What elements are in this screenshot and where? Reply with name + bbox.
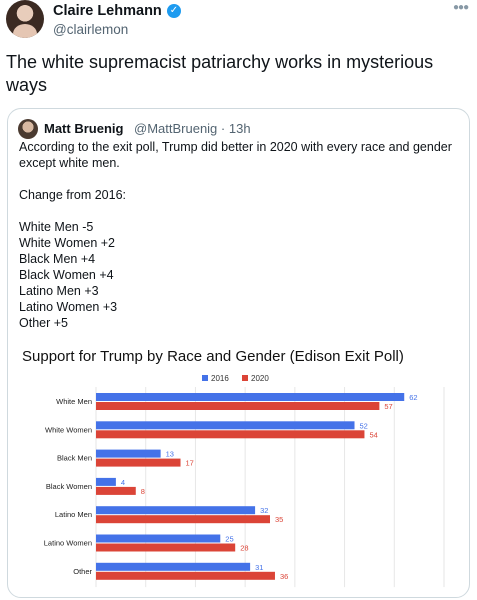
quoted-text-line: Other +5 [19,316,68,330]
data-label: 25 [225,535,233,544]
author-name[interactable]: Claire Lehmann [53,3,162,19]
blank-line [19,203,459,219]
data-label: 4 [121,478,125,487]
bar-2016 [96,477,116,486]
meta-separator: · [220,121,229,136]
category-label: White Women [45,425,92,434]
quoted-tweet-text: According to the exit poll, Trump did be… [19,139,459,331]
quoted-tweet[interactable]: Matt Bruenig @MattBruenig · 13h Accordin… [7,108,470,598]
bar-2020 [96,543,236,552]
quoted-text-line: Latino Men +3 [19,284,99,298]
bar-2016 [96,449,161,458]
verified-badge-icon: ✓ [167,4,181,18]
bar-2020 [96,571,275,580]
chart-title: Support for Trump by Race and Gender (Ed… [22,348,404,365]
legend-label: 2020 [251,374,269,383]
quoted-author-handle[interactable]: @MattBruenig [134,121,218,136]
category-label: Other [73,567,92,576]
data-label: 8 [141,487,145,496]
quoted-text-line: White Men -5 [19,220,94,234]
legend-swatch [242,375,248,381]
bar-2020 [96,458,181,467]
data-label: 28 [240,544,248,553]
data-label: 17 [186,459,194,468]
quoted-author-name[interactable]: Matt Bruenig [44,121,124,136]
category-label: Latino Women [44,539,92,548]
data-label: 31 [255,563,263,572]
author-handle[interactable]: @clairlemon [53,22,129,37]
quoted-tweet-time[interactable]: 13h [228,121,251,136]
data-label: 54 [369,430,377,439]
legend-label: 2016 [211,374,229,383]
quoted-text-line: According to the exit poll, Trump did be… [19,140,452,170]
data-label: 57 [384,402,392,411]
bar-2020 [96,430,365,439]
quoted-text-line: Black Men +4 [19,252,96,266]
bar-2016 [96,506,256,515]
quoted-text-line: Black Women +4 [19,268,114,282]
blank-line [19,171,459,187]
category-label: Black Men [57,454,92,463]
bar-2016 [96,393,405,401]
more-options-icon[interactable]: ●●● [453,2,469,13]
bar-2020 [96,515,270,524]
bar-2016 [96,421,355,430]
quoted-author-meta: @MattBruenig · 13h [134,121,251,136]
category-label: Black Women [46,482,92,491]
category-label: White Men [56,397,92,406]
bar-2020 [96,486,136,495]
bar-2016 [96,562,251,571]
data-label: 62 [409,393,417,402]
data-label: 36 [280,572,288,581]
category-label: Latino Men [55,510,92,519]
bar-2020 [96,402,380,410]
quoted-author-avatar[interactable] [18,119,38,139]
bar-2016 [96,534,221,543]
data-label: 32 [260,506,268,515]
quoted-text-line: Latino Women +3 [19,300,118,314]
tweet-text: The white supremacist patriarchy works i… [6,52,434,95]
quoted-text-line: Change from 2016: [19,188,127,202]
chart-image[interactable]: Support for Trump by Race and Gender (Ed… [14,345,462,591]
data-label: 52 [360,421,368,430]
legend-swatch [202,375,208,381]
data-label: 35 [275,515,283,524]
data-label: 13 [166,450,174,459]
quoted-text-line: White Women +2 [19,236,115,250]
author-avatar[interactable] [6,0,44,38]
